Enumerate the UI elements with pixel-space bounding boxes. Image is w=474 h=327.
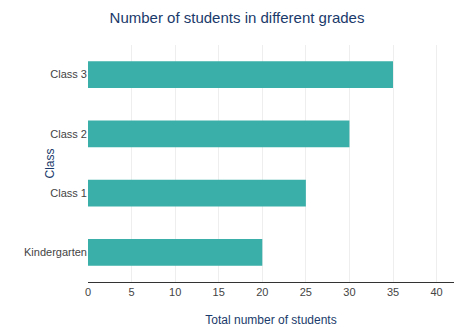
svg-text:30: 30 (343, 286, 355, 298)
svg-text:Class 1: Class 1 (50, 187, 87, 199)
svg-text:0: 0 (85, 286, 91, 298)
svg-text:20: 20 (256, 286, 268, 298)
svg-text:Class 3: Class 3 (50, 68, 87, 80)
svg-text:40: 40 (430, 286, 442, 298)
svg-text:5: 5 (129, 286, 135, 298)
svg-text:15: 15 (213, 286, 225, 298)
svg-text:Number of students in differen: Number of students in different grades (110, 9, 365, 26)
svg-text:Kindergarten: Kindergarten (24, 246, 87, 258)
svg-text:10: 10 (169, 286, 181, 298)
svg-text:35: 35 (387, 286, 399, 298)
svg-text:Class 2: Class 2 (50, 128, 87, 140)
svg-text:25: 25 (300, 286, 312, 298)
svg-text:Class: Class (43, 148, 57, 178)
svg-text:Total number of students: Total number of students (205, 313, 336, 327)
